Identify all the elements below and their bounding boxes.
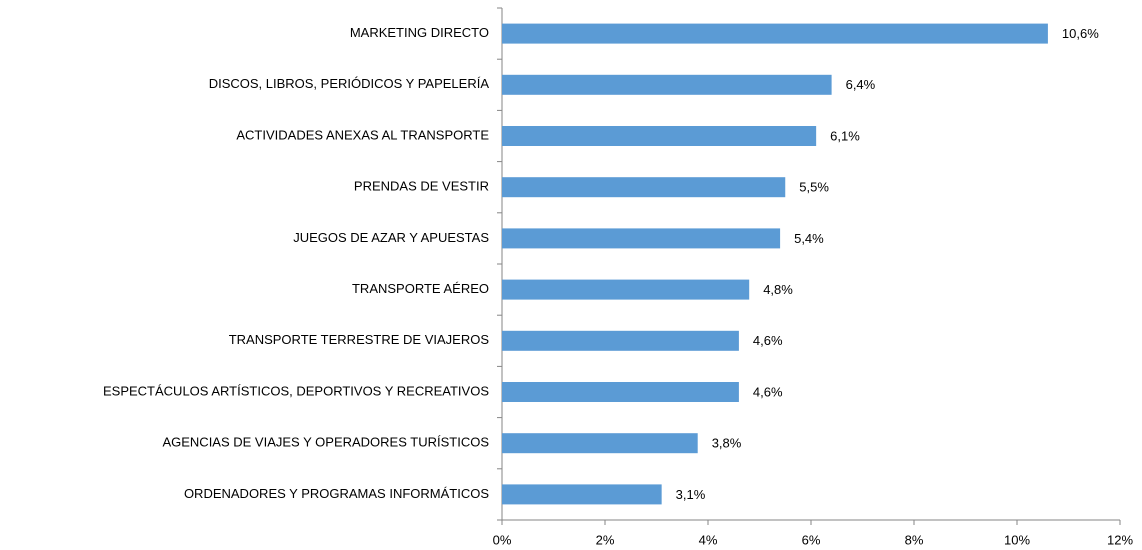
x-tick-label: 0% bbox=[493, 532, 512, 547]
bar bbox=[502, 23, 1048, 44]
value-label: 10,6% bbox=[1062, 26, 1099, 41]
value-label: 6,4% bbox=[846, 77, 876, 92]
bar bbox=[502, 177, 786, 198]
bar bbox=[502, 228, 781, 249]
bar bbox=[502, 74, 832, 95]
value-label: 6,1% bbox=[830, 128, 860, 143]
x-tick-label: 2% bbox=[596, 532, 615, 547]
y-tick-label: TRANSPORTE TERRESTRE DE VIAJEROS bbox=[229, 332, 490, 347]
value-label: 5,5% bbox=[799, 180, 829, 195]
bar bbox=[502, 279, 750, 300]
y-tick-label: TRANSPORTE AÉREO bbox=[352, 281, 489, 296]
y-tick-label: AGENCIAS DE VIAJES Y OPERADORES TURÍSTIC… bbox=[162, 435, 489, 450]
value-label: 3,8% bbox=[712, 436, 742, 451]
bar bbox=[502, 484, 662, 505]
x-tick-label: 8% bbox=[905, 532, 924, 547]
value-label: 3,1% bbox=[676, 487, 706, 502]
bar bbox=[502, 433, 698, 454]
y-tick-label: ORDENADORES Y PROGRAMAS INFORMÁTICOS bbox=[184, 486, 489, 501]
y-tick-label: PRENDAS DE VESTIR bbox=[354, 179, 489, 194]
y-tick-label: JUEGOS DE AZAR Y APUESTAS bbox=[293, 230, 489, 245]
y-tick-label: ACTIVIDADES ANEXAS AL TRANSPORTE bbox=[236, 127, 489, 142]
x-tick-label: 6% bbox=[802, 532, 821, 547]
x-tick-label: 12% bbox=[1107, 532, 1133, 547]
y-tick-label: DISCOS, LIBROS, PERIÓDICOS Y PAPELERÍA bbox=[209, 76, 490, 91]
bar bbox=[502, 382, 739, 402]
y-tick-label: ESPECTÁCULOS ARTÍSTICOS, DEPORTIVOS Y RE… bbox=[103, 383, 489, 398]
bar bbox=[502, 330, 739, 351]
bar bbox=[502, 126, 817, 146]
value-label: 5,4% bbox=[794, 231, 824, 246]
value-label: 4,8% bbox=[763, 282, 793, 297]
value-label: 4,6% bbox=[753, 333, 783, 348]
x-tick-label: 4% bbox=[699, 532, 718, 547]
value-label: 4,6% bbox=[753, 384, 783, 399]
y-tick-label: MARKETING DIRECTO bbox=[350, 25, 489, 40]
x-tick-label: 10% bbox=[1004, 532, 1030, 547]
